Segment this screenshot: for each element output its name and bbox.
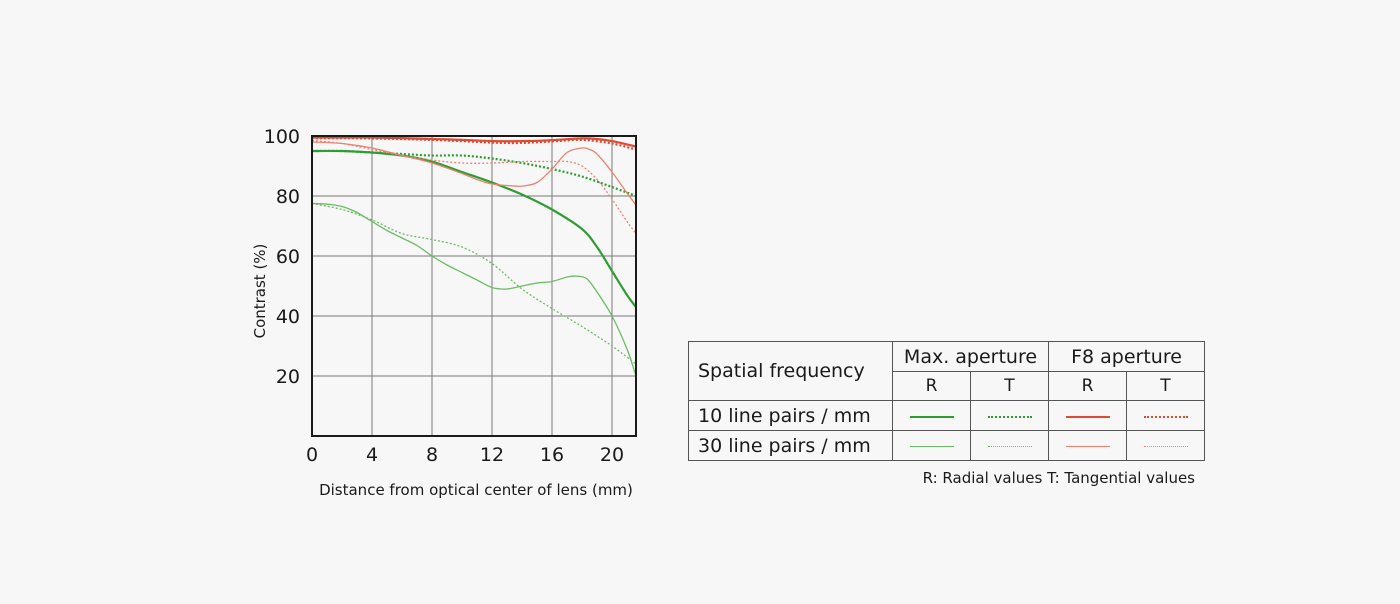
swatch-30lp-max-t xyxy=(987,446,1032,447)
series-line-4 xyxy=(311,202,637,377)
x-tick-label: 16 xyxy=(540,444,564,466)
x-tick-label: 8 xyxy=(426,444,438,466)
swatch-30lp-f8-t xyxy=(1143,446,1188,447)
x-tick-labels: 0 4 8 12 16 20 xyxy=(306,444,624,466)
spatial-frequency-header: Spatial frequency xyxy=(688,341,893,401)
y-tick-label: 80 xyxy=(276,186,300,208)
legend-table: Spatial frequency Max. aperture F8 apert… xyxy=(688,341,1205,461)
f8-aperture-header: F8 aperture xyxy=(1048,341,1205,372)
f8-tangential-header: T xyxy=(1126,371,1205,401)
swatch-10lp-f8-t xyxy=(1143,415,1188,418)
max-radial-header: R xyxy=(892,371,971,401)
y-axis-label: Contrast (%) xyxy=(251,244,269,339)
legend-row-10lp: 10 line pairs / mm xyxy=(688,400,1205,431)
series-line-0 xyxy=(311,149,637,308)
y-tick-label: 20 xyxy=(276,366,300,388)
swatch-30lp-f8-r xyxy=(1065,446,1110,447)
series-line-2 xyxy=(311,136,637,148)
row-label-10lp: 10 line pairs / mm xyxy=(688,400,893,431)
max-tangential-header: T xyxy=(970,371,1049,401)
x-tick-label: 20 xyxy=(600,444,624,466)
swatch-30lp-max-r xyxy=(909,446,954,447)
x-tick-label: 4 xyxy=(366,444,378,466)
row-label-30lp: 30 line pairs / mm xyxy=(688,430,893,461)
series-line-3 xyxy=(311,137,637,151)
swatch-10lp-max-t xyxy=(987,415,1032,418)
plot-frame xyxy=(311,135,637,437)
grid xyxy=(312,135,636,436)
f8-radial-header: R xyxy=(1048,371,1127,401)
series-line-5 xyxy=(311,202,637,365)
swatch-10lp-f8-r xyxy=(1065,415,1110,418)
max-aperture-header: Max. aperture xyxy=(892,341,1049,372)
series-line-6 xyxy=(311,141,637,206)
y-tick-label: 40 xyxy=(276,306,300,328)
x-tick-label: 12 xyxy=(480,444,504,466)
x-tick-label: 0 xyxy=(306,444,318,466)
series-line-1 xyxy=(311,149,637,198)
series-line-7 xyxy=(311,139,637,234)
x-axis-label: Distance from optical center of lens (mm… xyxy=(319,481,633,499)
legend-footnote: R: Radial values T: Tangential values xyxy=(922,469,1195,487)
series-lines xyxy=(311,136,637,377)
y-tick-labels: 20 40 60 80 100 xyxy=(264,126,300,388)
legend-row-30lp: 30 line pairs / mm xyxy=(688,430,1205,461)
y-tick-label: 60 xyxy=(276,246,300,268)
y-tick-label: 100 xyxy=(264,126,300,148)
swatch-10lp-max-r xyxy=(909,415,954,418)
